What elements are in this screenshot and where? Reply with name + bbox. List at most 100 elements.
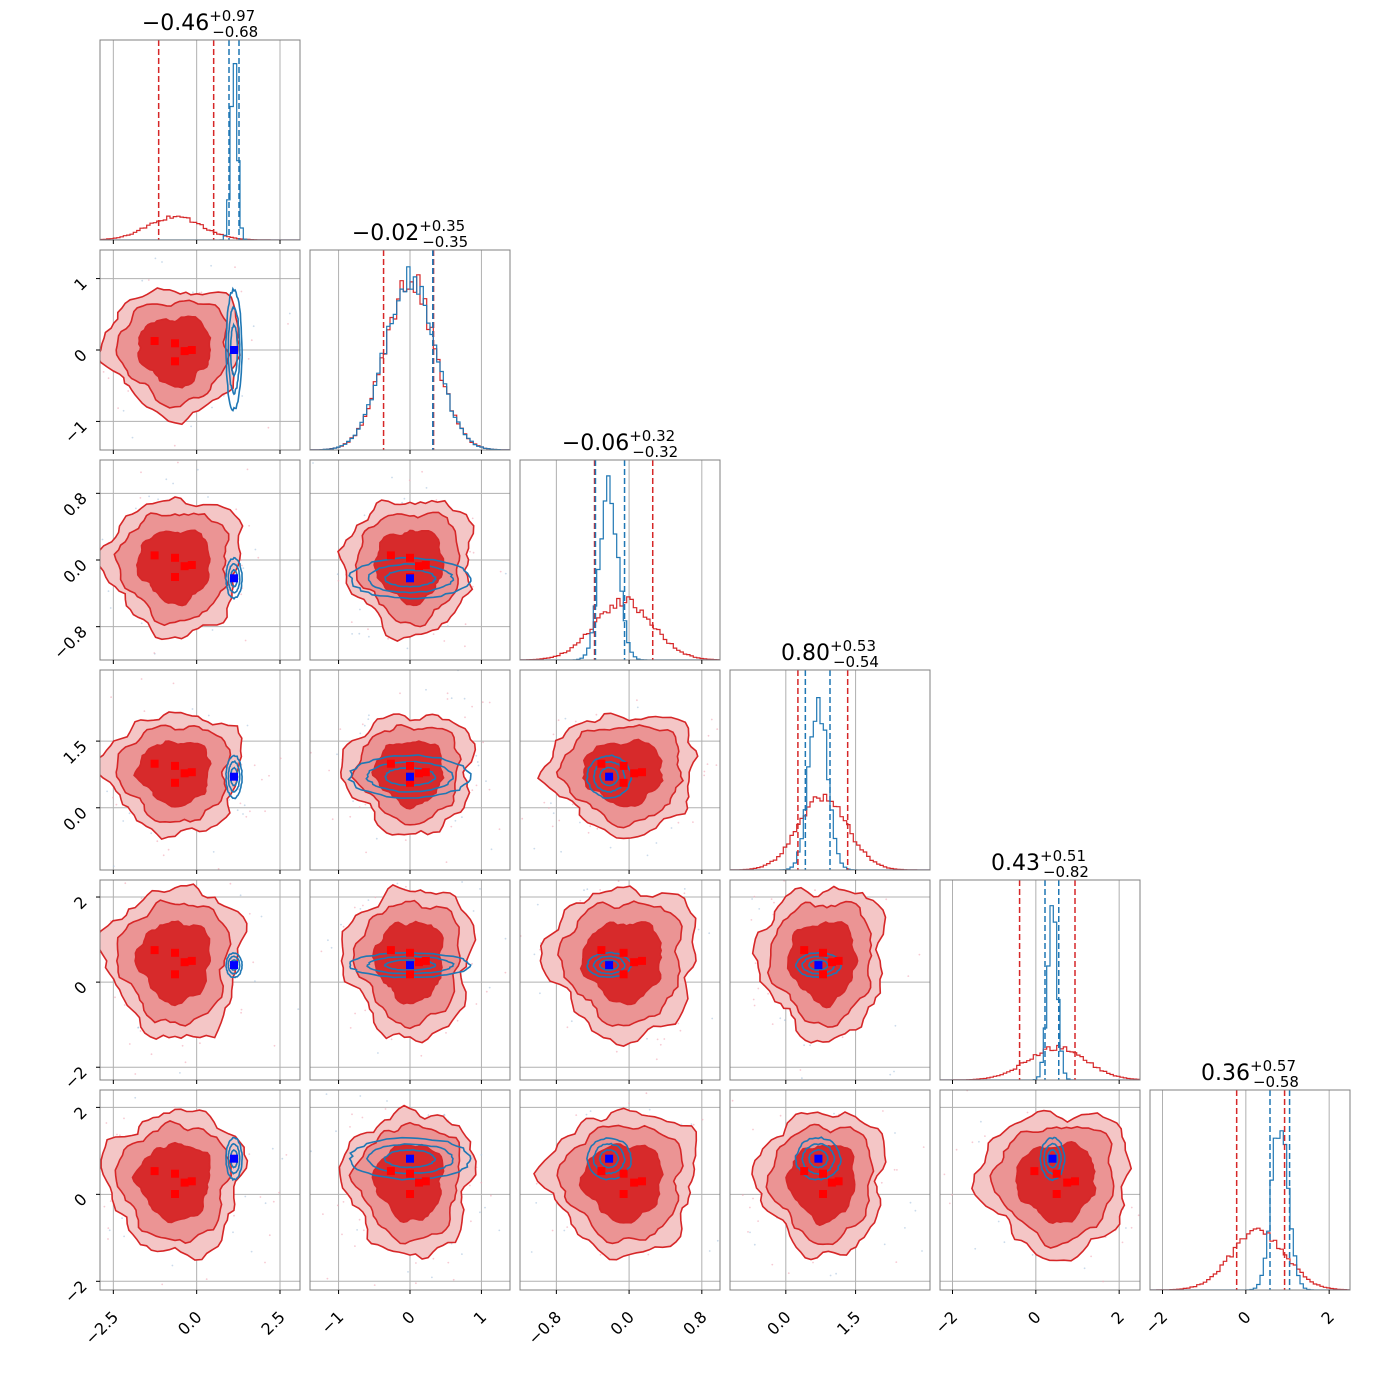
red-truth-marker	[187, 1177, 196, 1186]
sample-dot	[196, 468, 199, 471]
sample-dot	[799, 1069, 802, 1071]
sample-dot	[359, 908, 362, 910]
red-truth-marker	[619, 1190, 628, 1198]
sample-dot	[1147, 1208, 1149, 1210]
sample-dot	[461, 1253, 463, 1255]
sample-dot	[655, 1058, 658, 1061]
red-truth-marker	[386, 1167, 395, 1176]
sample-dot	[589, 1110, 592, 1112]
sample-dot	[358, 806, 361, 808]
red-truth-marker	[819, 1190, 827, 1198]
sample-dot	[677, 1022, 680, 1025]
sample-dot	[361, 723, 364, 726]
x-tick-label: 1.5	[833, 1307, 864, 1338]
sample-dot	[359, 608, 361, 611]
blue-contour	[585, 754, 632, 799]
sample-dot	[250, 339, 253, 342]
sample-dot	[533, 847, 536, 850]
red-truth-marker	[1071, 1177, 1079, 1186]
sample-dot	[476, 761, 479, 763]
blue-truth-marker	[230, 772, 238, 781]
red-truth-marker	[619, 1169, 628, 1178]
sample-dot	[235, 508, 238, 511]
sample-dot	[645, 1092, 648, 1095]
sample-dot	[498, 1229, 501, 1232]
blue-truth-marker	[406, 1154, 414, 1163]
sample-dot	[246, 724, 249, 727]
sample-dot	[833, 860, 835, 862]
sample-dot	[471, 962, 473, 965]
red-histogram	[520, 596, 720, 660]
sample-dot	[123, 1117, 125, 1120]
sample-dot	[771, 1023, 774, 1025]
sample-dot	[571, 803, 574, 806]
sample-dot	[724, 985, 726, 987]
sample-dot	[688, 862, 690, 864]
sample-dot	[707, 734, 710, 737]
sample-dot	[415, 1282, 417, 1285]
sample-dot	[272, 1200, 275, 1203]
sample-dot	[72, 1203, 74, 1205]
blue-contour	[807, 1148, 829, 1169]
sample-dot	[243, 804, 246, 807]
sample-dot	[779, 1017, 782, 1020]
y-tick-label: 1	[70, 274, 91, 295]
sample-dot	[498, 828, 501, 831]
red-truth-marker	[406, 553, 414, 562]
y-tick-label: −2	[61, 1063, 91, 1093]
sample-dot	[574, 720, 577, 723]
sample-dot	[121, 1217, 123, 1219]
sample-dot	[514, 536, 516, 538]
sample-dot	[563, 1229, 566, 1232]
blue-histogram	[940, 905, 1140, 1080]
sample-dot	[971, 1141, 974, 1144]
sample-dot	[399, 692, 401, 695]
sample-dot	[407, 1271, 409, 1273]
sample-dot	[359, 732, 362, 735]
sample-dot	[703, 774, 706, 777]
blue-contour	[227, 562, 241, 594]
sample-dot	[655, 842, 658, 844]
sample-dot	[1170, 1206, 1172, 1208]
sample-dot	[431, 1276, 433, 1279]
sample-dot	[1013, 1087, 1015, 1089]
sample-dot	[121, 242, 123, 244]
sample-dot	[356, 1229, 358, 1231]
sample-dot	[566, 1026, 569, 1029]
sample-dot	[670, 827, 673, 829]
sample-dot	[464, 623, 467, 626]
red-truth-marker	[800, 946, 809, 955]
sample-dot	[471, 998, 473, 1000]
sample-dot	[753, 1004, 756, 1007]
sample-dot	[107, 590, 110, 593]
y-tick-label: 0	[70, 978, 91, 999]
sample-dot	[336, 753, 338, 756]
sample-dot	[754, 841, 756, 843]
sample-dot	[241, 564, 243, 567]
blue-truth-marker	[230, 346, 238, 354]
sample-dot	[1083, 1267, 1086, 1270]
sample-dot	[79, 776, 81, 778]
sample-dot	[747, 1231, 749, 1233]
sample-dot	[254, 980, 256, 983]
red-truth-marker	[171, 970, 179, 979]
blue-truth-marker	[230, 574, 238, 583]
blue-contour	[225, 286, 243, 412]
blue-contour	[383, 1148, 437, 1169]
sample-dot	[416, 873, 418, 875]
sample-dot	[846, 856, 848, 858]
red-histogram	[730, 793, 930, 870]
sample-dot	[526, 819, 528, 821]
sample-dot	[398, 451, 400, 453]
sample-dot	[757, 987, 760, 990]
sample-dot	[183, 832, 185, 834]
sample-dot	[596, 827, 599, 830]
sample-dot	[215, 867, 217, 869]
panel-frame	[99, 879, 301, 1081]
sample-dot	[122, 409, 125, 412]
sample-dot	[365, 851, 367, 854]
sample-dot	[351, 1113, 353, 1116]
sample-dot	[168, 1039, 170, 1041]
x-tick-label: 2	[1107, 1307, 1128, 1328]
sample-dot	[657, 876, 659, 878]
